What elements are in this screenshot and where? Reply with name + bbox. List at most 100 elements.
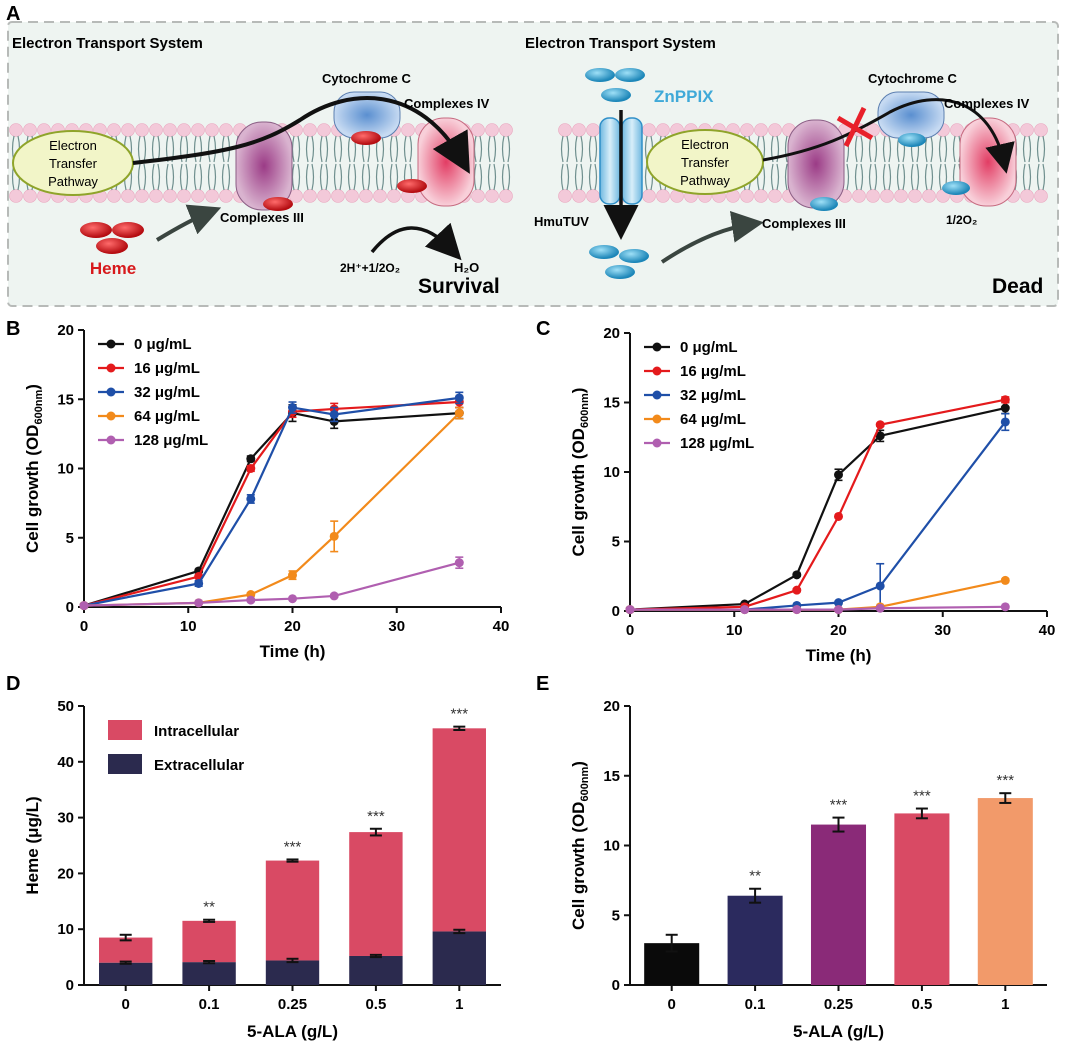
y-tick-label: 20 [57, 322, 74, 339]
lipid-head [219, 189, 233, 203]
significance-label: *** [284, 838, 302, 855]
y-axis-label: Cell growth (OD600nm) [569, 388, 591, 557]
right-complex3-label: Complexes III [762, 216, 846, 231]
lipid-head [177, 123, 191, 137]
y-tick-label: 20 [603, 325, 620, 342]
legend-label: 0 μg/mL [134, 336, 192, 353]
lipid-head [558, 123, 572, 137]
series-line [629, 406, 1006, 611]
legend-marker [106, 411, 116, 421]
x-tick-label: 10 [726, 622, 743, 639]
lipid-head [219, 123, 233, 137]
heme-molecule-2 [112, 222, 144, 238]
legend-swatch [108, 720, 142, 740]
right-znppix-on-c4 [942, 181, 970, 195]
lipid-head [345, 189, 359, 203]
data-point [834, 511, 843, 521]
data-point [454, 558, 464, 568]
znppix-molecule-1 [585, 68, 615, 82]
x-tick-label: 0.25 [824, 996, 853, 1013]
lipid-head [9, 189, 23, 203]
lipid-head [586, 189, 600, 203]
right-electron-arrow [762, 98, 1015, 174]
chart-d: 0 10 20 30 40 50 5-ALA (g/L) Heme (μg/L) 0 0.1 ** 0… [23, 698, 501, 1041]
lipid-head [656, 189, 670, 203]
x-tick-label: 40 [493, 618, 510, 635]
x-axis-label: 5-ALA (g/L) [793, 1022, 884, 1041]
lipid-head [359, 189, 373, 203]
reaction-reactant: 2H⁺+1/2O₂ [340, 261, 400, 275]
lipid-tail [137, 163, 147, 191]
y-tick-label: 20 [603, 698, 620, 715]
data-point [194, 598, 204, 608]
lipid-tail [305, 135, 315, 163]
lipid-tail [560, 163, 570, 191]
bar-segment [265, 860, 320, 961]
heme-label: Heme [90, 259, 136, 278]
bar-segment [182, 962, 236, 985]
y-tick-label: 50 [57, 698, 74, 715]
chart-b: 0 10 20 30 40 0 5 10 15 20 Time (h) Cell growth (OD… [23, 322, 509, 661]
lipid-tail [375, 163, 385, 191]
x-tick-label: 30 [388, 618, 405, 635]
legend-marker [652, 366, 662, 376]
legend-label: 128 μg/mL [680, 435, 754, 452]
series-line [630, 605, 1006, 611]
lipid-tail [207, 135, 217, 163]
left-pathway-line-2: Transfer [49, 156, 98, 171]
legend-label: Intracellular [154, 723, 239, 740]
right-pathway-box [646, 129, 764, 195]
legend-label: 128 μg/mL [134, 432, 208, 449]
legend-marker [652, 414, 662, 424]
lipid-tail [193, 135, 203, 163]
legend-marker [106, 363, 116, 373]
lipid-tail [588, 135, 598, 163]
legend-marker [652, 438, 662, 448]
data-point [454, 408, 464, 418]
panel-letter-d: D [6, 673, 20, 695]
panel-letter-c: C [536, 318, 550, 340]
y-tick-label: 20 [57, 865, 74, 882]
data-point [834, 605, 843, 615]
lipid-tail [221, 163, 231, 191]
data-point [79, 601, 89, 611]
right-pathway-line-3: Pathway [680, 173, 730, 188]
lipid-tail [560, 135, 570, 163]
lipid-head [177, 189, 191, 203]
data-point [792, 570, 802, 580]
lipid-head [572, 123, 586, 137]
legend-marker [106, 387, 116, 397]
lipid-tail [854, 135, 864, 163]
left-pathway-line-1: Electron [49, 138, 97, 153]
lipid-head [499, 189, 513, 203]
x-tick-label: 0.5 [365, 996, 386, 1013]
right-znppix-on-c3 [810, 197, 838, 211]
legend-marker [652, 342, 662, 352]
lipid-tail [319, 163, 329, 191]
x-tick-label: 10 [180, 618, 197, 635]
lipid-tail [487, 135, 497, 163]
significance-label: *** [451, 706, 469, 723]
schematic-frame [7, 21, 1059, 307]
lipid-tail [389, 135, 399, 163]
hmutuv-label: HmuTUV [534, 214, 589, 229]
y-tick-label: 15 [603, 768, 620, 785]
lipid-tail [179, 135, 189, 163]
legend-label: 16 μg/mL [680, 363, 746, 380]
x-tick-label: 20 [284, 618, 301, 635]
lipid-head [866, 123, 880, 137]
bar [727, 895, 783, 985]
bar-segment [349, 832, 403, 956]
lipid-head [163, 189, 177, 203]
right-pathway-line-2: Transfer [681, 155, 730, 170]
series-line [83, 400, 460, 607]
lipid-tail [207, 163, 217, 191]
lipid-head [558, 189, 572, 203]
lipid-head [9, 123, 23, 137]
data-point [875, 420, 885, 430]
lipid-head [768, 189, 782, 203]
x-tick-label: 0.1 [745, 996, 766, 1013]
lipid-head [149, 189, 163, 203]
data-point [740, 605, 750, 615]
znppix-inside-1 [589, 245, 619, 259]
